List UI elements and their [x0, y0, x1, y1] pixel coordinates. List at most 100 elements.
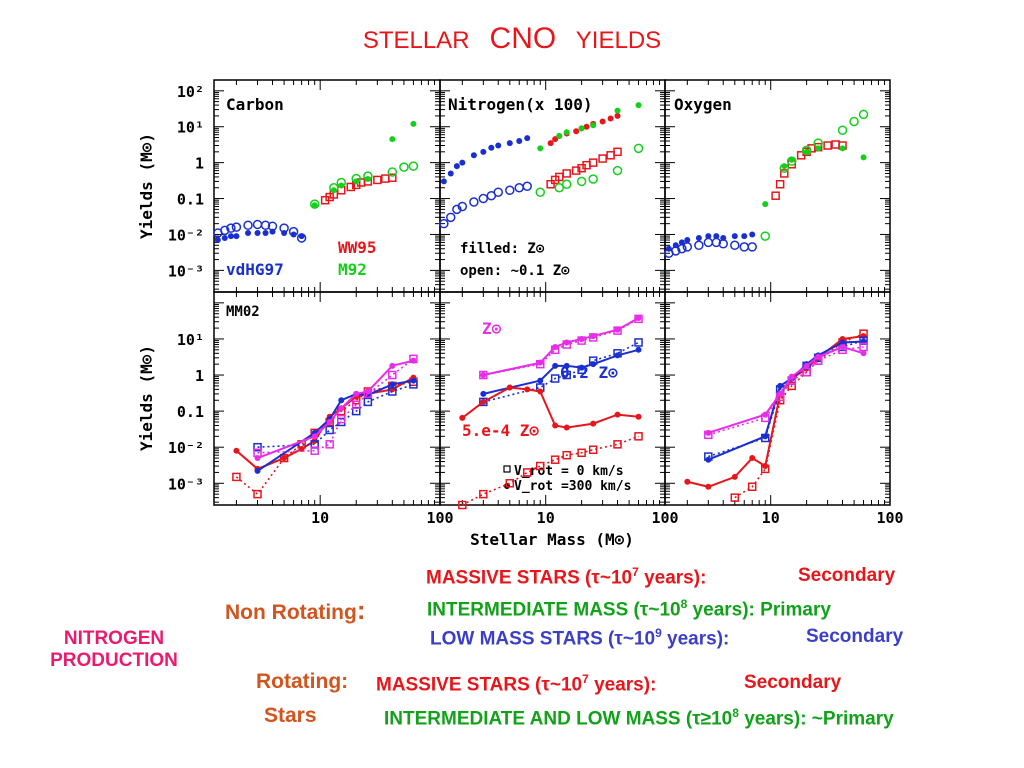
data-point: [550, 345, 560, 355]
data-point: [634, 314, 643, 324]
panel-frame: [664, 291, 891, 506]
series-line: [708, 339, 864, 458]
data-point: [775, 392, 785, 402]
y-tick-label: 10²: [177, 83, 204, 101]
data-point: [762, 201, 769, 208]
data-point: [613, 440, 622, 449]
tau-text: τ≥10: [692, 708, 733, 730]
data-point: [554, 182, 565, 193]
data-point: [329, 182, 339, 193]
data-point: [516, 138, 523, 145]
colon-text: :: [356, 595, 366, 625]
series-line: [461, 386, 639, 429]
data-point: [252, 219, 263, 230]
data-point: [506, 384, 513, 391]
data-point: [479, 489, 488, 499]
data-point: [546, 180, 555, 189]
data-point: [267, 221, 278, 231]
data-point: [346, 182, 356, 192]
data-point: [634, 338, 643, 347]
data-point: [388, 370, 397, 380]
y-tick-label: 10¹: [177, 331, 204, 349]
data-point: [635, 102, 642, 109]
data-point: [243, 220, 253, 231]
data-point: [514, 182, 524, 193]
data-point: [749, 455, 756, 462]
data-point: [730, 240, 740, 251]
cno-yields-chart: 10² 10¹ 1 0.1 10⁻² 10⁻³ 10¹ 1 0.1 10⁻² 10⁻³ 10 100 10…: [137, 79, 904, 549]
legend-vdhg97: vdHG97: [226, 260, 284, 279]
data-point: [747, 242, 757, 252]
data-point: [550, 374, 560, 383]
data-point: [220, 225, 230, 236]
data-point: [363, 397, 373, 407]
x-tick-label: 100: [426, 509, 453, 527]
y-tick-label: 10⁻³: [168, 262, 204, 280]
data-point: [694, 240, 704, 251]
exp-text: 8: [680, 597, 688, 611]
y-tick-label: 0.1: [177, 403, 204, 421]
data-point: [363, 389, 373, 399]
data-point: [373, 175, 382, 185]
data-point: [537, 388, 544, 395]
data-point: [535, 359, 545, 369]
data-point: [607, 115, 614, 122]
data-point: [363, 171, 373, 181]
data-point: [588, 174, 598, 184]
data-point: [860, 350, 867, 357]
data-point: [576, 176, 587, 187]
data-point: [780, 169, 789, 178]
data-point: [813, 356, 823, 365]
data-point: [705, 483, 712, 490]
series-line: [257, 359, 414, 459]
data-point: [226, 223, 236, 233]
slide-title: STELLAR CNO YIELDS: [0, 22, 1024, 56]
data-point: [556, 133, 563, 140]
int-low-text: INTERMEDIATE AND LOW MASS (: [384, 708, 693, 730]
data-point: [479, 370, 488, 380]
y-tick-label: 10¹: [177, 119, 204, 137]
data-point: [838, 345, 847, 355]
data-point: [562, 450, 571, 460]
legend-open: open: ~0.1 Z⊙: [460, 263, 570, 279]
rotating-label: Rotating:: [256, 670, 349, 693]
legend-vrot-300: V_rot =300 km/s: [514, 479, 631, 494]
massive-stars-nonrotating: MASSIVE STARS (τ~107 years):: [426, 565, 706, 589]
panel-label-mm02: MM02: [226, 304, 260, 320]
tau-text: τ~10: [614, 628, 656, 650]
data-point: [337, 414, 346, 424]
data-point: [260, 220, 271, 231]
data-point: [802, 367, 811, 377]
data-point: [786, 156, 797, 166]
data-point: [598, 154, 607, 163]
y-tick-label: 10⁻²: [168, 439, 204, 457]
legend-open-square-marker: [503, 465, 511, 473]
data-point: [573, 128, 580, 135]
data-point: [613, 326, 622, 335]
data-point: [803, 148, 810, 155]
years-text: years): Primary: [687, 599, 831, 621]
data-point: [245, 229, 252, 236]
series-line: [257, 383, 414, 448]
y-axis-label-top: Yields (M⊙): [137, 133, 156, 239]
data-point: [614, 326, 621, 333]
data-point: [563, 362, 570, 369]
data-point: [214, 237, 221, 244]
data-point: [550, 455, 560, 464]
data-point: [771, 191, 780, 200]
data-point: [459, 414, 466, 421]
data-point: [505, 479, 515, 488]
data-point: [562, 169, 571, 178]
data-point: [718, 239, 728, 249]
y-tick-label: 10⁻³: [168, 475, 204, 493]
data-point: [338, 182, 345, 189]
data-point: [439, 218, 449, 229]
x-tick-label: 10: [537, 509, 555, 527]
data-point: [588, 333, 598, 342]
series-label-zsun: Z⊙: [482, 319, 502, 338]
data-point: [231, 222, 242, 232]
data-point: [470, 152, 477, 159]
series-line: [235, 380, 414, 496]
data-point: [408, 161, 419, 171]
data-point: [387, 167, 398, 177]
